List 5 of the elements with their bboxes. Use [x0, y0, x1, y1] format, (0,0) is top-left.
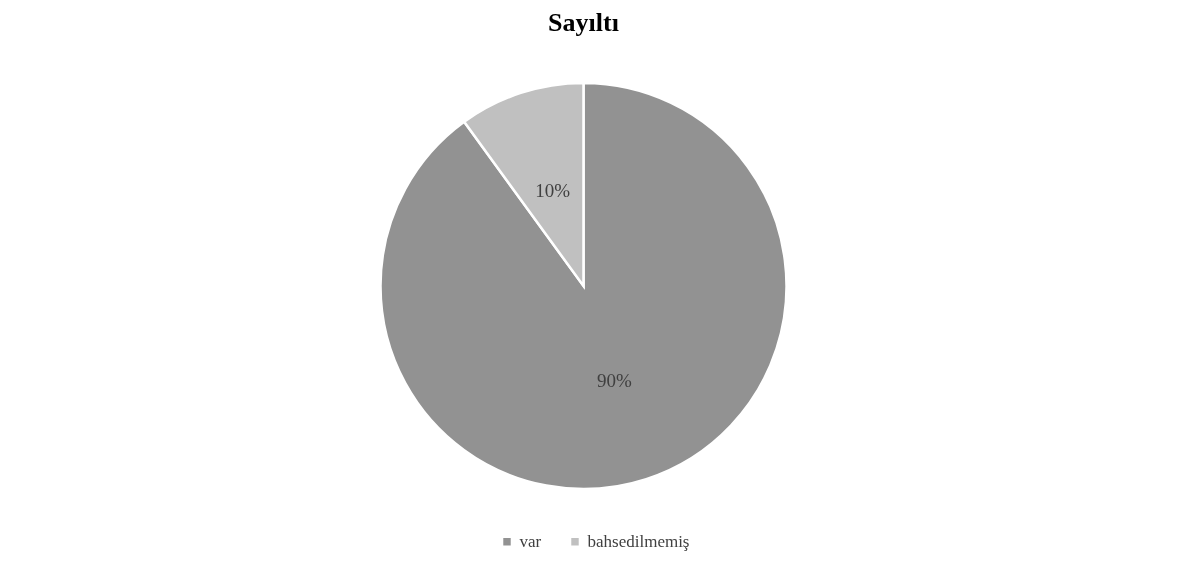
legend-label: var [519, 531, 542, 551]
data-label: 90% [596, 370, 632, 392]
legend-label: bahsedilmemiş [587, 531, 690, 551]
data-label: 10% [535, 179, 571, 201]
chart-title: Sayıltı [548, 8, 619, 37]
